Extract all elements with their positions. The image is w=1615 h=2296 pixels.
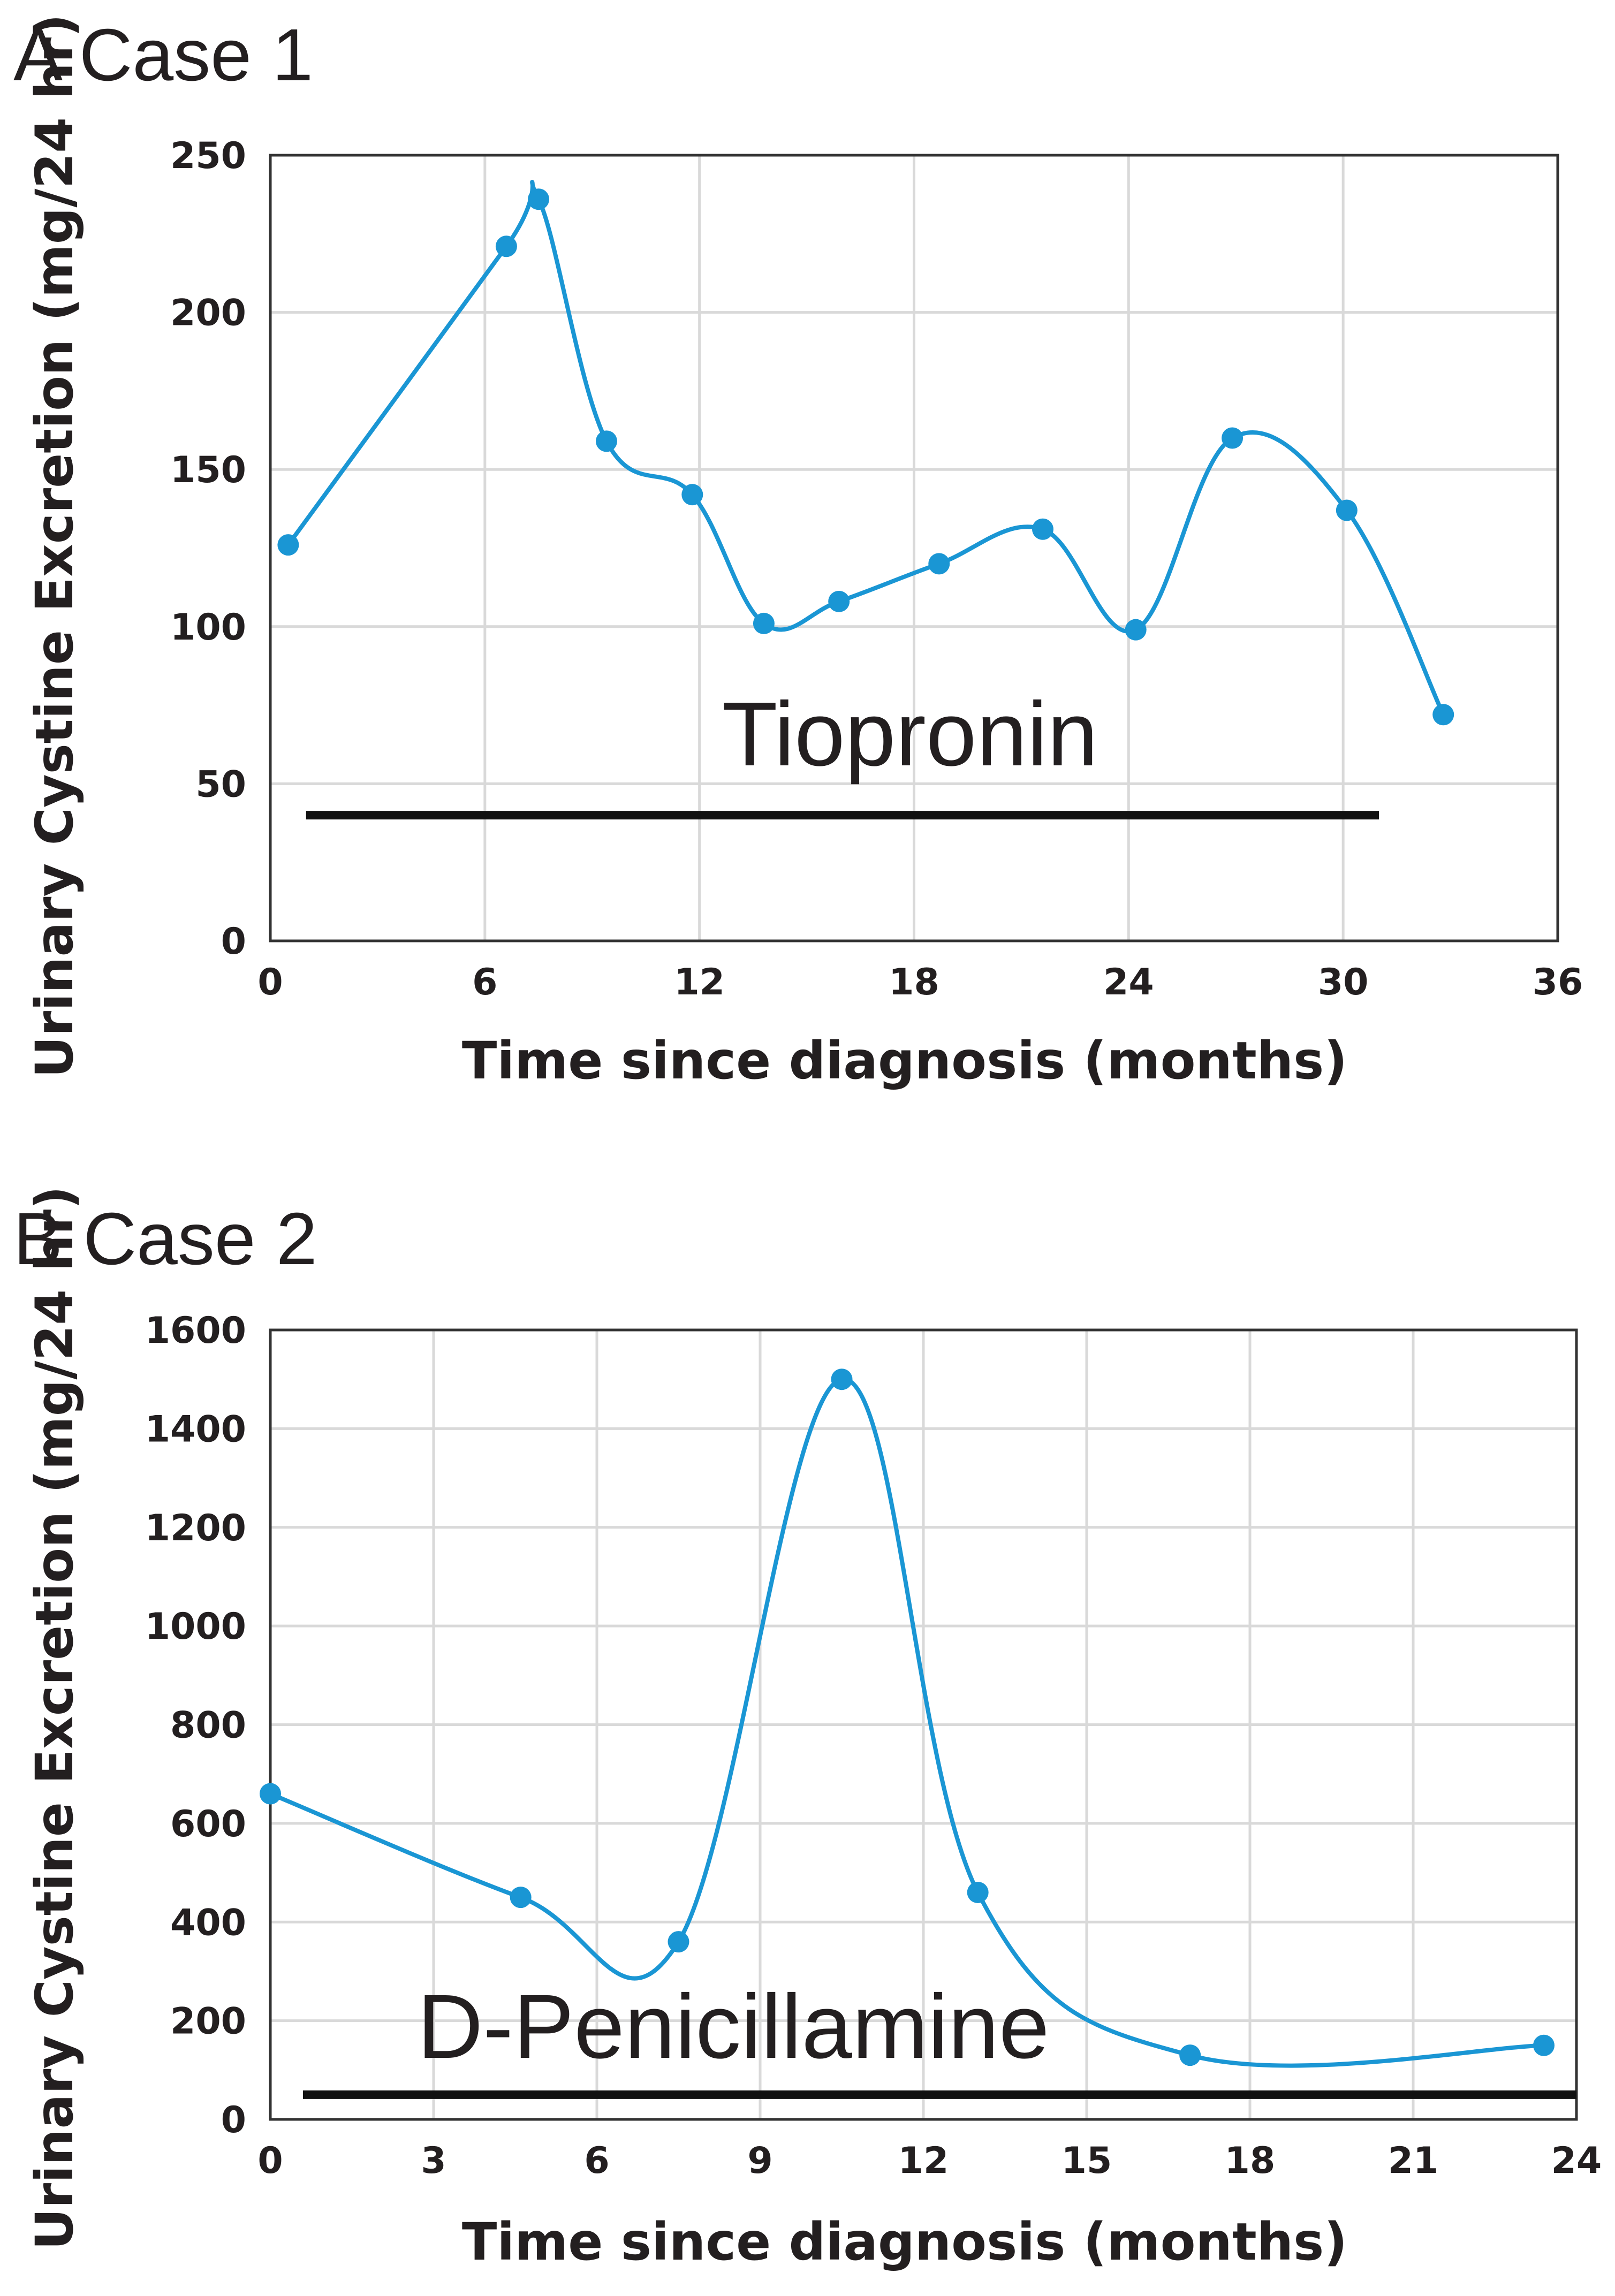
panel-b-x-axis-title: Time since diagnosis (months) (462, 2212, 1347, 2272)
panel-b-y-axis-title: Urinary Cystine Excretion (mg/24 hr) (25, 1186, 85, 2250)
panel-a-x-tick-label: 0 (257, 961, 283, 1003)
panel-b-x-tick-label: 15 (1061, 2140, 1112, 2182)
panel-a-title: A Case 1 (13, 14, 313, 96)
panel-b-x-tick-labels: 0 3 6 9 12 15 18 21 24 (257, 2140, 1602, 2182)
panel-b-x-tick-label: 6 (584, 2140, 609, 2182)
panel-a-data-point-6 (828, 590, 850, 612)
panel-b-y-tick-label: 200 (170, 2001, 246, 2043)
panel-b-data-point-0 (260, 1783, 281, 1805)
panel-b-x-tick-label: 24 (1551, 2140, 1602, 2182)
panel-a-x-tick-label: 24 (1103, 961, 1154, 1003)
panel-b-data-points (260, 1369, 1555, 2066)
panel-a-y-tick-label: 50 (195, 763, 246, 805)
panel-b-x-tick-label: 9 (747, 2140, 772, 2182)
panel-b-y-tick-label: 0 (221, 2099, 246, 2141)
panel-a-data-point-1 (495, 235, 517, 257)
panel-a-data-point-0 (277, 534, 299, 556)
panel-a-y-tick-label: 100 (170, 606, 246, 649)
panel-b-y-tick-label: 1600 (145, 1310, 246, 1352)
panel-b-y-tick-label: 600 (170, 1803, 246, 1845)
panel-a-x-tick-label: 30 (1318, 961, 1369, 1003)
panel-a-y-tick-label: 0 (221, 921, 246, 963)
panel-b-x-tick-label: 18 (1225, 2140, 1276, 2182)
panel-a-x-tick-label: 12 (674, 961, 725, 1003)
panel-a-y-tick-labels: 0 50 100 150 200 250 (170, 135, 246, 963)
panel-b-data-point-3 (831, 1369, 853, 1390)
panel-a-data-points (277, 188, 1454, 726)
panel-a-y-axis-title: Urinary Cystine Excretion (mg/24 hr) (25, 14, 85, 1078)
panel-a-x-tick-label: 6 (472, 961, 497, 1003)
panel-b-data-point-2 (668, 1931, 689, 1953)
panel-b-data-point-6 (1533, 2034, 1555, 2056)
panel-b-y-tick-label: 1000 (145, 1606, 246, 1648)
panel-a-data-point-9 (1125, 619, 1147, 641)
panel-b-title: B Case 2 (13, 1198, 317, 1280)
panel-a-y-tick-label: 150 (170, 449, 246, 491)
panel-b-x-tick-label: 21 (1388, 2140, 1439, 2182)
panel-b-plot-frame (269, 1328, 1578, 2121)
panel-a-series-line (286, 180, 1446, 717)
panel-b-case-2: B Case 2 D-Penicillamine 0 3 6 9 12 15 18 21 24 … (13, 1186, 1602, 2272)
panel-a-data-point-7 (928, 553, 950, 575)
panel-a-x-tick-labels: 0 6 12 18 24 30 36 (257, 961, 1583, 1003)
panel-a-data-point-11 (1336, 499, 1358, 521)
panel-a-y-tick-label: 200 (170, 292, 246, 334)
panel-a-data-point-12 (1432, 704, 1454, 726)
panel-a-treatment-label: Tiopronin (722, 683, 1098, 785)
panel-a-gridlines (269, 154, 1559, 942)
panel-b-data-point-5 (1179, 2044, 1201, 2066)
panel-b-data-point-1 (510, 1887, 532, 1909)
panel-b-y-tick-label: 1400 (145, 1408, 246, 1450)
panel-b-x-tick-label: 0 (257, 2140, 283, 2182)
panel-b-x-tick-label: 12 (898, 2140, 949, 2182)
panel-a-case-1: A Case 1 Tiopronin 0 6 12 18 24 30 36 0 50 100 15… (13, 14, 1583, 1091)
panel-a-x-tick-label: 36 (1533, 961, 1583, 1003)
panel-a-data-point-5 (753, 612, 775, 634)
panel-b-y-tick-label: 800 (170, 1705, 246, 1747)
panel-b-data-point-4 (967, 1881, 989, 1903)
panel-b-y-tick-label: 1200 (145, 1507, 246, 1549)
panel-a-x-tick-label: 18 (889, 961, 939, 1003)
panel-a-data-point-8 (1032, 518, 1053, 540)
panel-b-series-line (268, 1377, 1546, 2068)
panel-b-y-tick-labels: 0 200 400 600 800 1000 1200 1400 1600 (145, 1310, 246, 2141)
panel-a-data-point-4 (681, 484, 703, 506)
panel-b-y-tick-label: 400 (170, 1902, 246, 1944)
panel-a-plot-frame (269, 154, 1559, 942)
panel-b-x-tick-label: 3 (421, 2140, 446, 2182)
panel-b-treatment-label: D-Penicillamine (418, 1976, 1050, 2078)
panel-a-y-tick-label: 250 (170, 135, 246, 177)
panel-a-x-axis-title: Time since diagnosis (months) (462, 1031, 1347, 1091)
panel-a-data-point-10 (1222, 427, 1244, 449)
panel-a-data-point-2 (528, 188, 550, 210)
panel-a-data-point-3 (595, 430, 617, 452)
